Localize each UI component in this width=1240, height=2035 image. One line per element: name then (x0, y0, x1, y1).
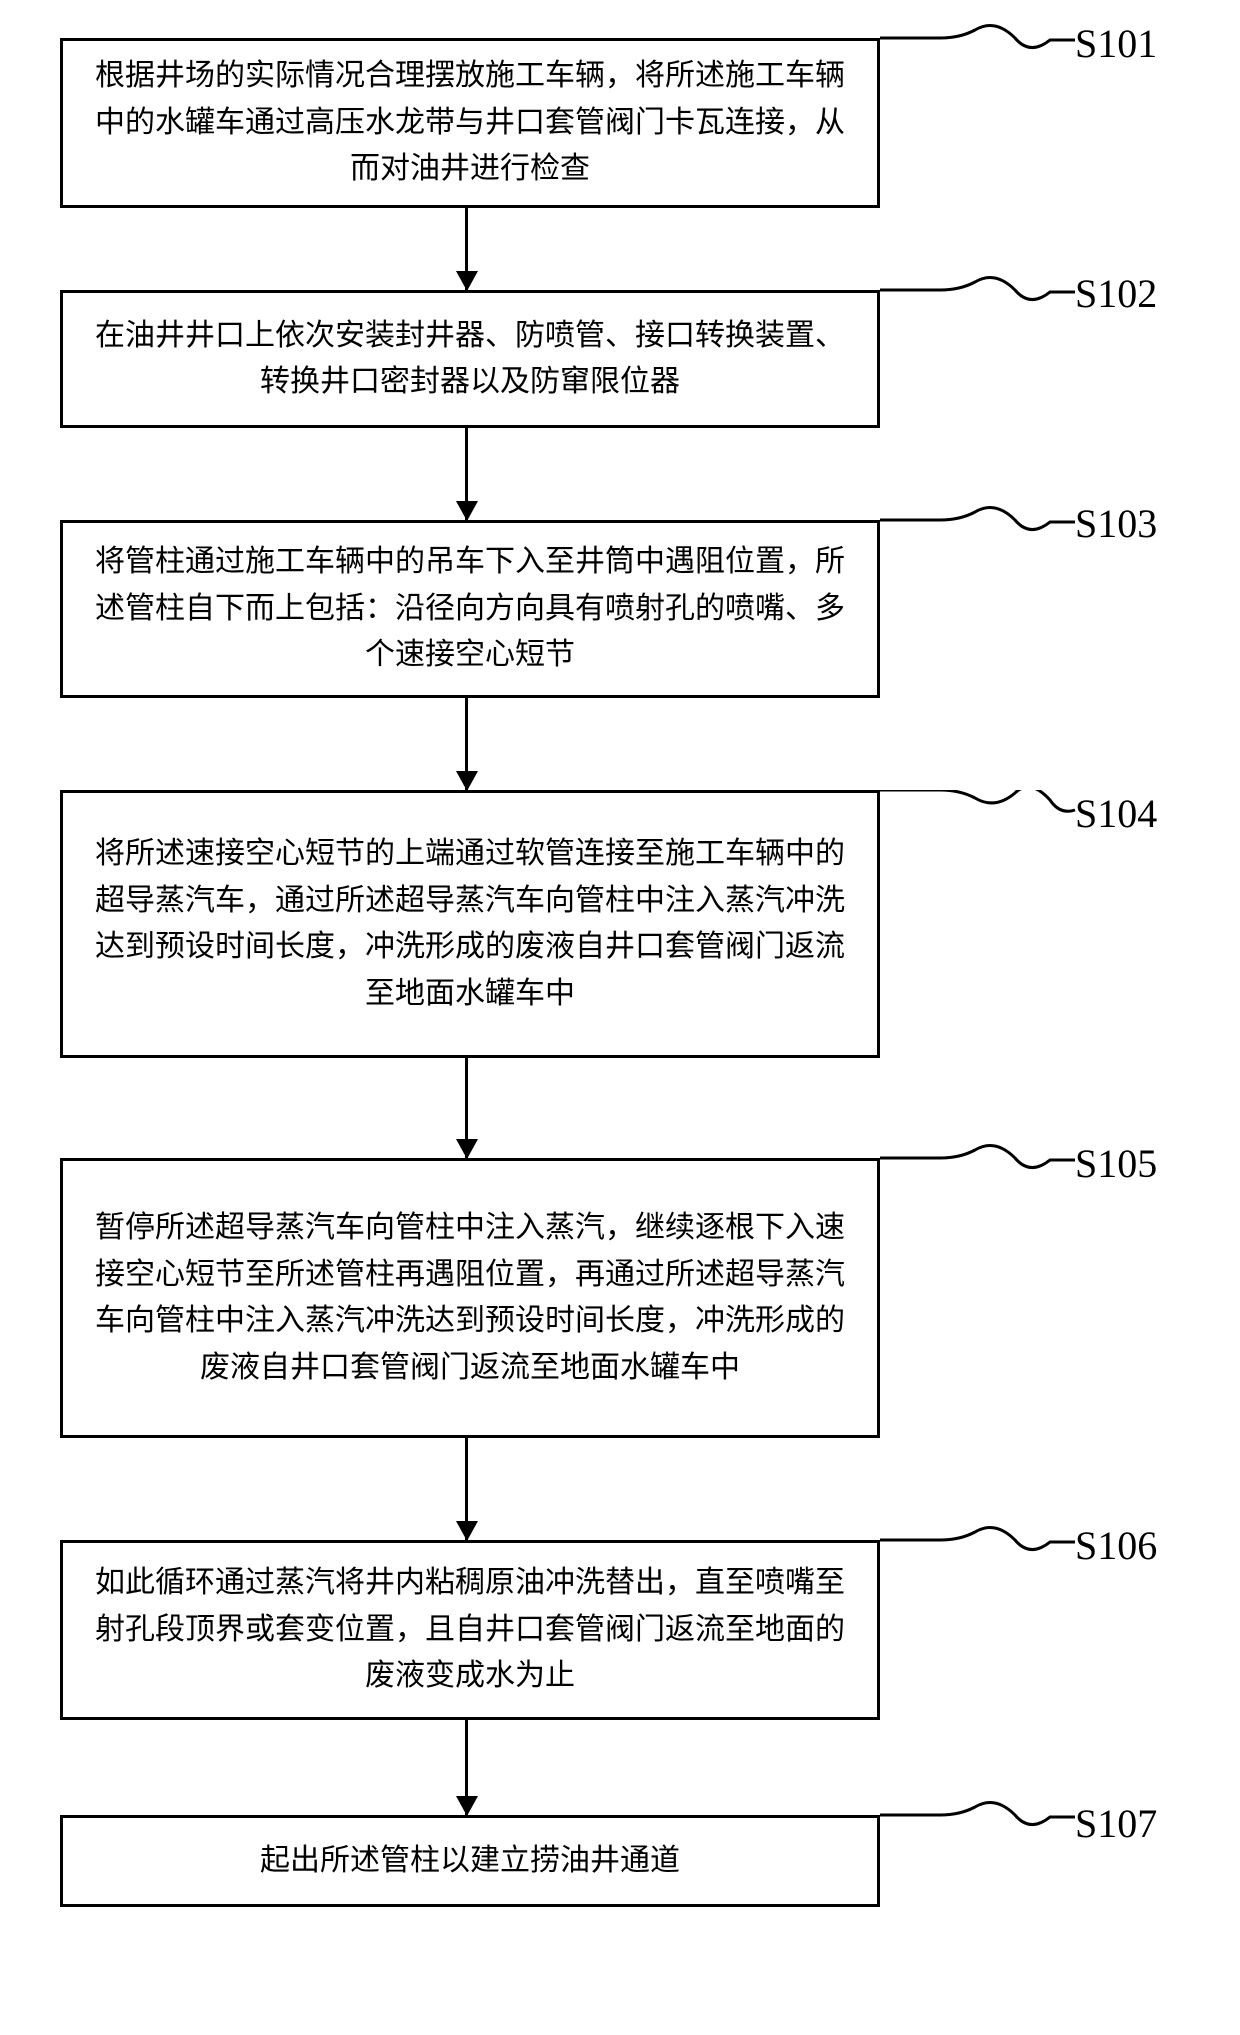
connector-s102 (880, 270, 1080, 330)
step-label-s104: S104 (1075, 790, 1157, 837)
step-text: 暂停所述超导蒸汽车向管柱中注入蒸汽，继续逐根下入速接空心短节至所述管柱再遇阻位置… (87, 1205, 853, 1391)
step-label-s101: S101 (1075, 20, 1157, 67)
step-text: 如此循环通过蒸汽将井内粘稠原油冲洗替出，直至喷嘴至射孔段顶界或套变位置，且自井口… (87, 1560, 853, 1700)
connector-s107 (880, 1798, 1080, 1858)
arrow-6-7 (465, 1720, 468, 1815)
step-box-s104: 将所述速接空心短节的上端通过软管连接至施工车辆中的超导蒸汽车，通过所述超导蒸汽车… (60, 790, 880, 1058)
step-label-s107: S107 (1075, 1800, 1157, 1847)
step-box-s105: 暂停所述超导蒸汽车向管柱中注入蒸汽，继续逐根下入速接空心短节至所述管柱再遇阻位置… (60, 1158, 880, 1438)
step-label-s106: S106 (1075, 1522, 1157, 1569)
connector-s106 (880, 1522, 1080, 1582)
arrow-5-6 (465, 1438, 468, 1540)
step-text: 起出所述管柱以建立捞油井通道 (260, 1838, 680, 1885)
step-text: 在油井井口上依次安装封井器、防喷管、接口转换装置、转换井口密封器以及防窜限位器 (87, 313, 853, 406)
step-label-s102: S102 (1075, 270, 1157, 317)
flowchart-container: 根据井场的实际情况合理摆放施工车辆，将所述施工车辆中的水罐车通过高压水龙带与井口… (0, 0, 1240, 2035)
connector-s101 (880, 18, 1080, 78)
step-box-s101: 根据井场的实际情况合理摆放施工车辆，将所述施工车辆中的水罐车通过高压水龙带与井口… (60, 38, 880, 208)
arrow-4-5 (465, 1058, 468, 1158)
arrow-1-2 (465, 208, 468, 290)
step-box-s102: 在油井井口上依次安装封井器、防喷管、接口转换装置、转换井口密封器以及防窜限位器 (60, 290, 880, 428)
connector-s105 (880, 1140, 1080, 1200)
step-box-s106: 如此循环通过蒸汽将井内粘稠原油冲洗替出，直至喷嘴至射孔段顶界或套变位置，且自井口… (60, 1540, 880, 1720)
step-box-s107: 起出所述管柱以建立捞油井通道 (60, 1815, 880, 1907)
arrow-2-3 (465, 428, 468, 520)
arrow-3-4 (465, 698, 468, 790)
connector-s104 (880, 790, 1080, 860)
step-text: 将所述速接空心短节的上端通过软管连接至施工车辆中的超导蒸汽车，通过所述超导蒸汽车… (87, 831, 853, 1017)
step-label-s103: S103 (1075, 500, 1157, 547)
step-label-s105: S105 (1075, 1140, 1157, 1187)
step-text: 根据井场的实际情况合理摆放施工车辆，将所述施工车辆中的水罐车通过高压水龙带与井口… (87, 53, 853, 193)
step-text: 将管柱通过施工车辆中的吊车下入至井筒中遇阻位置，所述管柱自下而上包括：沿径向方向… (87, 539, 853, 679)
step-box-s103: 将管柱通过施工车辆中的吊车下入至井筒中遇阻位置，所述管柱自下而上包括：沿径向方向… (60, 520, 880, 698)
connector-s103 (880, 500, 1080, 560)
